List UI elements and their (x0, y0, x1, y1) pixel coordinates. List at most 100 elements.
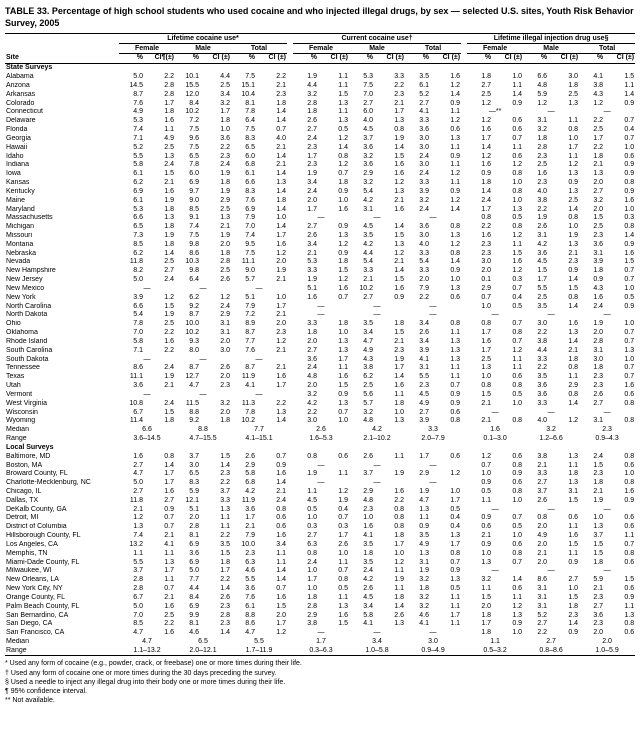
percent-value-cell: 7.5 (189, 143, 199, 151)
summary-value-cell: 3.3 (428, 426, 438, 434)
percent-value-cell: 4.2 (363, 576, 373, 584)
ci-value-cell: 1.4 (624, 231, 635, 239)
percent-value-cell: 6.0 (363, 108, 373, 116)
missing-value-cell: — (547, 311, 555, 319)
percent-value-cell: 1.2 (481, 117, 492, 125)
percent-value-cell: 2.4 (419, 205, 429, 213)
summary-value-cell: 1.0–5.8 (365, 646, 389, 654)
ci-value-cell: 1.9 (276, 267, 286, 275)
percent-value-cell: 1.7 (245, 514, 255, 522)
summary-label-cell: Median (6, 638, 29, 646)
ci-value-cell: 2.9 (568, 382, 579, 390)
percent-value-cell: 4.1 (363, 620, 373, 628)
ci-value-cell: 0.3 (624, 214, 635, 222)
ci-value-cell: 0.5 (624, 293, 635, 301)
percent-value-cell: 1.7 (481, 134, 492, 142)
ci-value-cell: 0.7 (512, 558, 523, 566)
percent-value-cell: 11.1 (241, 258, 255, 266)
percent-value-cell: 4.8 (363, 496, 373, 504)
percent-value-cell: 0.8 (481, 382, 492, 390)
percent-value-cell: 4.5 (363, 593, 373, 601)
ci-value-cell: 0.9 (450, 187, 461, 195)
ci-value-cell: 1.8 (276, 196, 286, 204)
percent-value-cell: 2.2 (307, 408, 317, 416)
percent-value-cell: 8.5 (133, 620, 143, 628)
table-row: Dallas, TX 11.8 2.7 12.1 3.3 11.9 2.4 4.5 1.9 4.8… (5, 496, 635, 505)
ci-value-cell: 1.5 (338, 267, 348, 275)
ci-value-cell: 1.8 (568, 81, 579, 89)
percent-value-cell: 3.7 (189, 452, 199, 460)
table-row: District of Columbia 1.3 0.7 2.8 1.1 2.1 0.6 0.… (5, 523, 635, 532)
ci-value-cell: 2.1 (568, 346, 579, 354)
percent-value-cell: 8.0 (189, 346, 199, 354)
ci-value-cell: 2.3 (220, 602, 230, 610)
ci-value-cell: 1.0 (624, 143, 635, 151)
percent-value-cell: 0.5 (307, 505, 317, 513)
ci-value-cell: 0.5 (338, 585, 348, 593)
missing-value-cell: — (143, 284, 151, 292)
site-cell: Nevada (6, 258, 31, 266)
ci-value-cell: 1.3 (220, 505, 230, 513)
site-cell: Delaware (6, 117, 36, 125)
ci-value-cell: 1.6 (276, 532, 286, 540)
missing-value-cell: — (491, 567, 499, 575)
percent-value-cell: 1.0 (363, 514, 373, 522)
missing-value-cell: — (429, 311, 437, 319)
percent-value-cell: 2.0 (593, 329, 604, 337)
site-cell: Los Angeles, CA (6, 540, 58, 548)
ci-value-cell: 0.7 (338, 293, 348, 301)
table-row: New York City, NY 2.8 0.7 4.4 1.4 3.6 0.7 1.0 0.… (5, 585, 635, 594)
ci-value-cell: 1.3 (338, 231, 348, 239)
ci-value-cell: 1.8 (394, 532, 404, 540)
ci-value-cell: 1.3 (450, 134, 461, 142)
percent-value-cell: 2.2 (537, 329, 548, 337)
table-row: Median 6.6 8.8 7.7 2.6 4.2 3.3 1.6 3.2 2.3 (5, 426, 635, 435)
ci-value-cell: 0.6 (276, 523, 286, 531)
table-row: Massachusetts 6.6 1.3 9.1 1.3 7.9 1.0 — — — 0.8 0.5… (5, 214, 635, 223)
ci-value-cell: 1.3 (450, 337, 461, 345)
percent-value-cell: 5.0 (133, 73, 143, 81)
percent-value-cell: 5.1 (189, 505, 199, 513)
percent-value-cell: 4.7 (133, 470, 143, 478)
percent-value-cell: 8.3 (245, 134, 255, 142)
table-row: DeKalb County, GA 2.1 0.9 5.1 1.3 3.6 0.8 0.5 0.… (5, 505, 635, 514)
ci-value-cell: 0.9 (568, 179, 579, 187)
percent-value-cell: 7.9 (245, 214, 255, 222)
summary-label-cell: Median (6, 426, 29, 434)
ci-value-cell: 0.8 (568, 126, 579, 134)
percent-value-cell: 5.9 (537, 90, 548, 98)
percent-value-cell: 6.6 (133, 302, 143, 310)
percent-value-cell: 1.1 (419, 514, 429, 522)
table-row: New York 3.9 1.2 6.2 1.2 5.1 1.0 1.6 0.7 2.7 0.9 2.… (5, 293, 635, 302)
ci-column-header: CI (±) (430, 53, 462, 64)
ci-value-cell: 1.0 (512, 196, 523, 204)
ci-value-cell: 0.8 (512, 170, 523, 178)
percent-value-cell: 7.3 (133, 231, 143, 239)
percent-value-cell: 10.0 (241, 540, 255, 548)
percent-value-cell: 6.4 (245, 117, 255, 125)
percent-value-cell: 2.3 (593, 620, 604, 628)
ci-value-cell: 2.2 (164, 73, 174, 81)
percent-value-cell: 2.1 (593, 161, 604, 169)
percent-value-cell: 3.4 (419, 320, 429, 328)
percent-value-cell: 3.8 (363, 364, 373, 372)
percent-value-cell: 4.9 (537, 532, 548, 540)
summary-value-cell: 2.1–10.2 (363, 435, 391, 443)
ci-value-cell: 2.1 (394, 99, 404, 107)
ci-value-cell: 0.4 (450, 523, 461, 531)
percent-value-cell: 2.9 (363, 488, 373, 495)
percent-value-cell: 7.5 (189, 231, 199, 239)
ci-value-cell: 0.6 (512, 452, 523, 460)
percent-value-cell: 2.9 (307, 611, 317, 619)
ci-value-cell: 2.1 (276, 161, 286, 169)
summary-value-cell: 4.2 (372, 426, 382, 434)
table-row: South Dakota — — — 3.6 1.7 4.3 1.9 4.1 1.3 2.5 1.1 3… (5, 355, 635, 364)
ci-value-cell: 1.0 (624, 320, 635, 328)
ci-value-cell: 2.1 (164, 179, 174, 187)
percent-value-cell: 3.2 (537, 126, 548, 134)
percent-value-cell: 7.9 (245, 532, 255, 540)
ci-value-cell: 1.3 (394, 620, 404, 628)
summary-value-cell: 1.1 (490, 638, 500, 646)
table-row: Maryland 5.3 1.8 8.5 2.5 6.9 1.4 1.7 1.6 3.1 1.6 2.… (5, 205, 635, 214)
ci-value-cell: 1.4 (450, 258, 461, 266)
